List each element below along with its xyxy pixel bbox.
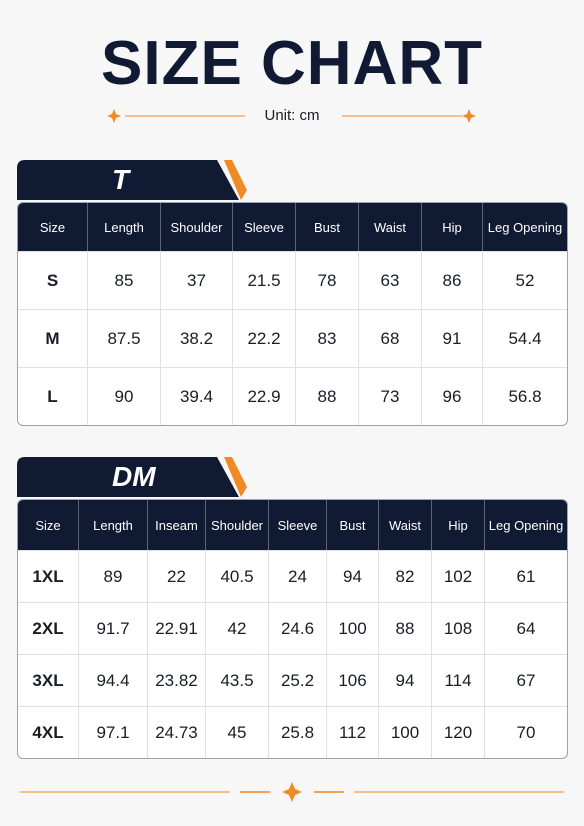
column-header: Size	[18, 203, 88, 251]
column-header: Waist	[379, 500, 432, 550]
header-row: Size Length Shoulder Sleeve Bust Waist Hip Leg …	[18, 203, 567, 251]
measure-cell: 38.2	[161, 309, 233, 367]
measure-cell: 94	[327, 550, 379, 602]
measure-cell: 61	[485, 550, 567, 602]
measure-cell: 96	[422, 367, 483, 425]
column-header: Bust	[327, 500, 379, 550]
title: SIZE CHART	[101, 29, 483, 98]
measure-cell: 90	[88, 367, 161, 425]
section-tab: DM	[17, 457, 247, 497]
measure-cell: 91	[422, 309, 483, 367]
column-header: Length	[79, 500, 148, 550]
data-row: M 87.5 38.2 22.2 83 68 91 54.4	[18, 309, 567, 367]
column-header: Hip	[422, 203, 483, 251]
measure-cell: 43.5	[206, 654, 269, 706]
size-cell: 1XL	[18, 550, 79, 602]
measure-cell: 39.4	[161, 367, 233, 425]
measure-cell: 88	[379, 602, 432, 654]
column-header: Sleeve	[233, 203, 296, 251]
data-row: 3XL 94.4 23.82 43.5 25.2 106 94 114 67	[18, 654, 567, 706]
measure-cell: 23.82	[148, 654, 206, 706]
measure-cell: 24	[269, 550, 327, 602]
section-label: DM	[112, 461, 156, 492]
measure-cell: 97.1	[79, 706, 148, 758]
data-row: L 90 39.4 22.9 88 73 96 56.8	[18, 367, 567, 425]
measure-cell: 64	[485, 602, 567, 654]
size-cell: L	[18, 367, 88, 425]
section-label: T	[112, 164, 130, 195]
measure-cell: 73	[359, 367, 422, 425]
measure-cell: 83	[296, 309, 359, 367]
section-tab: T	[17, 160, 247, 200]
measure-cell: 85	[88, 251, 161, 309]
measure-cell: 120	[432, 706, 485, 758]
measure-cell: 24.6	[269, 602, 327, 654]
measure-cell: 112	[327, 706, 379, 758]
measure-cell: 54.4	[483, 309, 567, 367]
column-header: Length	[88, 203, 161, 251]
data-row: 2XL 91.7 22.91 42 24.6 100 88 108 64	[18, 602, 567, 654]
size-table: Size Length Inseam Shoulder Sleeve Bust Waist H…	[17, 499, 568, 759]
measure-cell: 25.2	[269, 654, 327, 706]
measure-cell: 91.7	[79, 602, 148, 654]
footer-decoration	[20, 782, 564, 802]
measure-cell: 86	[422, 251, 483, 309]
measure-cell: 63	[359, 251, 422, 309]
data-row: S 85 37 21.5 78 63 86 52	[18, 251, 567, 309]
measure-cell: 114	[432, 654, 485, 706]
column-header: Hip	[432, 500, 485, 550]
measure-cell: 42	[206, 602, 269, 654]
data-row: 4XL 97.1 24.73 45 25.8 112 100 120 70	[18, 706, 567, 758]
measure-cell: 68	[359, 309, 422, 367]
column-header: Waist	[359, 203, 422, 251]
size-cell: 2XL	[18, 602, 79, 654]
measure-cell: 88	[296, 367, 359, 425]
measure-cell: 24.73	[148, 706, 206, 758]
measure-cell: 25.8	[269, 706, 327, 758]
measure-cell: 37	[161, 251, 233, 309]
unit-decoration	[107, 109, 476, 123]
measure-cell: 45	[206, 706, 269, 758]
measure-cell: 100	[379, 706, 432, 758]
measure-cell: 56.8	[483, 367, 567, 425]
column-header: Leg Opening	[483, 203, 567, 251]
measure-cell: 22.2	[233, 309, 296, 367]
column-header: Sleeve	[269, 500, 327, 550]
tab-shape	[17, 457, 247, 497]
measure-cell: 108	[432, 602, 485, 654]
tab-shape	[17, 160, 247, 200]
measure-cell: 78	[296, 251, 359, 309]
measure-cell: 52	[483, 251, 567, 309]
column-header: Bust	[296, 203, 359, 251]
measure-cell: 100	[327, 602, 379, 654]
measure-cell: 22	[148, 550, 206, 602]
measure-cell: 102	[432, 550, 485, 602]
measure-cell: 21.5	[233, 251, 296, 309]
size-cell: 4XL	[18, 706, 79, 758]
header-row: Size Length Inseam Shoulder Sleeve Bust Waist H…	[18, 500, 567, 550]
size-table: Size Length Shoulder Sleeve Bust Waist Hip Leg …	[17, 202, 568, 426]
size-cell: 3XL	[18, 654, 79, 706]
column-header: Shoulder	[206, 500, 269, 550]
measure-cell: 22.9	[233, 367, 296, 425]
column-header: Leg Opening	[485, 500, 567, 550]
column-header: Shoulder	[161, 203, 233, 251]
measure-cell: 70	[485, 706, 567, 758]
measure-cell: 94	[379, 654, 432, 706]
size-cell: S	[18, 251, 88, 309]
column-header: Inseam	[148, 500, 206, 550]
measure-cell: 106	[327, 654, 379, 706]
measure-cell: 40.5	[206, 550, 269, 602]
measure-cell: 87.5	[88, 309, 161, 367]
measure-cell: 89	[79, 550, 148, 602]
data-row: 1XL 89 22 40.5 24 94 82 102 61	[18, 550, 567, 602]
measure-cell: 67	[485, 654, 567, 706]
size-cell: M	[18, 309, 88, 367]
measure-cell: 22.91	[148, 602, 206, 654]
column-header: Size	[18, 500, 79, 550]
unit: Unit: cm	[264, 107, 320, 124]
measure-cell: 94.4	[79, 654, 148, 706]
measure-cell: 82	[379, 550, 432, 602]
